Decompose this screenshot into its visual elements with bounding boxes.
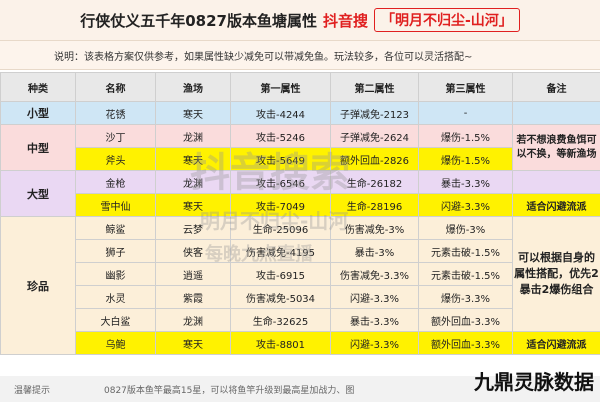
cell-attr2: 闪避-3.3% (330, 285, 419, 309)
cell-attr2: 子弹减免-2624 (330, 124, 419, 148)
cell-area: 逍遥 (155, 262, 231, 286)
footer-label: 温馨提示 (14, 385, 51, 396)
cell-attr3: 闪避-3.3% (418, 193, 513, 217)
table-row: 水灵 紫霞 伤害减免-5034 闪避-3.3% 爆伤-3.3% (1, 285, 600, 309)
col-header: 名称 (75, 72, 156, 102)
cell-name: 雪中仙 (75, 193, 156, 217)
cell-name: 花锈 (75, 101, 156, 125)
cell-attr3: 元素击破-1.5% (418, 262, 513, 286)
cell-attr2: 伤害减免-3.3% (330, 262, 419, 286)
category-cell: 大型 (0, 170, 76, 217)
cell-attr3: 暴击-3.3% (418, 170, 513, 194)
cell-attr3: 爆伤-1.5% (418, 124, 513, 148)
table-row: 大白鲨 龙渊 生命-32625 暴击-3.3% 额外回血-3.3% (1, 308, 600, 332)
cell-attr1: 攻击-6546 (230, 170, 331, 194)
subtitle-badge: 「明月不归尘-山河」 (373, 8, 520, 32)
cell-attr3: 爆伤-3.3% (418, 285, 513, 309)
table-row: 乌鲍 寒天 攻击-8801 闪避-3.3% 额外回血-3.3% 适合闪避流派 (1, 331, 600, 355)
table-row: 斧头 寒天 攻击-5649 额外回血-2826 爆伤-1.5% (1, 147, 600, 171)
cell-attr1: 攻击-5246 (230, 124, 331, 148)
cell-attr1: 攻击-8801 (230, 331, 331, 355)
cell-area: 寒天 (155, 193, 231, 217)
category-cell: 中型 (0, 124, 76, 171)
cell-name: 乌鲍 (75, 331, 156, 355)
col-header: 第三属性 (418, 72, 513, 102)
col-header: 备注 (512, 72, 600, 102)
col-header: 种类 (0, 72, 76, 102)
category-cell: 小型 (0, 101, 76, 125)
footer: 温馨提示 0827版本鱼竿最高15星，可以将鱼竿升级到最高星加战力、图 (0, 376, 600, 402)
cell-area: 紫霞 (155, 285, 231, 309)
corner-logo: 九鼎灵脉数据 (474, 370, 594, 394)
cell-attr2: 闪避-3.3% (330, 331, 419, 355)
cell-attr2: 生命-26182 (330, 170, 419, 194)
table-header-row: 种类 名称 渔场 第一属性 第二属性 第三属性 备注 (0, 72, 600, 102)
page-title: 行侠仗义五千年0827版本鱼塘属性 抖音搜 「明月不归尘-山河」 (0, 0, 600, 40)
cell-attr3: 额外回血-3.3% (418, 308, 513, 332)
cell-area: 侠客 (155, 239, 231, 263)
cell-remark: 可以根据自身的属性搭配，优先2暴击2爆伤组合 (512, 216, 600, 332)
cell-name: 斧头 (75, 147, 156, 171)
cell-remark (512, 170, 600, 194)
title-text: 行侠仗义五千年0827版本鱼塘属性 (80, 11, 317, 30)
cell-name: 金枪 (75, 170, 156, 194)
cell-area: 龙渊 (155, 308, 231, 332)
col-header: 第二属性 (330, 72, 419, 102)
col-header: 第一属性 (230, 72, 331, 102)
cell-attr1: 生命-25096 (230, 216, 331, 240)
cell-attr3: 元素击破-1.5% (418, 239, 513, 263)
note-text: 说明：该表格方案仅供参考，如果属性缺少减免可以带减免鱼。玩法较多，各位可以灵活搭… (0, 40, 600, 70)
cell-area: 龙渊 (155, 124, 231, 148)
cell-area: 云梦 (155, 216, 231, 240)
cell-name: 幽影 (75, 262, 156, 286)
cell-attr2: 额外回血-2826 (330, 147, 419, 171)
cell-attr3: 爆伤-1.5% (418, 147, 513, 171)
cell-attr2: 生命-28196 (330, 193, 419, 217)
cell-attr2: 暴击-3% (330, 239, 419, 263)
table-row: 中型 沙丁 龙渊 攻击-5246 子弹减免-2624 爆伤-1.5% 若不想浪费… (0, 124, 600, 171)
cell-remark (512, 101, 600, 125)
cell-remark: 适合闪避流派 (512, 193, 600, 217)
cell-area: 寒天 (155, 331, 231, 355)
cell-area: 寒天 (155, 101, 231, 125)
table-row: 狮子 侠客 伤害减免-4195 暴击-3% 元素击破-1.5% (1, 239, 600, 263)
category-cell: 珍品 (0, 216, 76, 355)
cell-attr1: 生命-32625 (230, 308, 331, 332)
cell-name: 鲸鲨 (75, 216, 156, 240)
cell-attr2: 子弹减免-2123 (330, 101, 419, 125)
cell-name: 大白鲨 (75, 308, 156, 332)
cell-attr1: 攻击-4244 (230, 101, 331, 125)
col-header: 渔场 (155, 72, 231, 102)
cell-attr3: 爆伤-3% (418, 216, 513, 240)
cell-attr3: 额外回血-3.3% (418, 331, 513, 355)
cell-attr1: 攻击-6915 (230, 262, 331, 286)
cell-attr1: 攻击-5649 (230, 147, 331, 171)
cell-area: 龙渊 (155, 170, 231, 194)
footer-text: 0827版本鱼竿最高15星，可以将鱼竿升级到最高星加战力、图 (104, 385, 355, 396)
cell-area: 寒天 (155, 147, 231, 171)
cell-attr1: 伤害减免-5034 (230, 285, 331, 309)
cell-attr2: 伤害减免-3% (330, 216, 419, 240)
table-row: 大型 金枪 龙渊 攻击-6546 生命-26182 暴击-3.3% (0, 170, 600, 217)
fish-attribute-table: 种类 名称 渔场 第一属性 第二属性 第三属性 备注 小型 花锈 寒天 攻击-4… (0, 72, 600, 355)
cell-name: 狮子 (75, 239, 156, 263)
table-row: 幽影 逍遥 攻击-6915 伤害减免-3.3% 元素击破-1.5% (1, 262, 600, 286)
cell-name: 水灵 (75, 285, 156, 309)
table-row: 珍品 鲸鲨 云梦 生命-25096 伤害减免-3% 爆伤-3% 可以根据自身的属… (0, 216, 600, 355)
cell-attr3: - (418, 101, 513, 125)
cell-attr1: 攻击-7049 (230, 193, 331, 217)
cell-remark: 若不想浪费鱼饵可以不换，等新渔场 (512, 124, 600, 171)
table-row: 小型 花锈 寒天 攻击-4244 子弹减免-2123 - (0, 101, 600, 125)
cell-attr2: 暴击-3.3% (330, 308, 419, 332)
cell-attr1: 伤害减免-4195 (230, 239, 331, 263)
brand-text: 抖音搜 (322, 11, 368, 30)
cell-name: 沙丁 (75, 124, 156, 148)
cell-remark: 适合闪避流派 (512, 331, 600, 355)
table-row: 雪中仙 寒天 攻击-7049 生命-28196 闪避-3.3% 适合闪避流派 (1, 193, 600, 217)
